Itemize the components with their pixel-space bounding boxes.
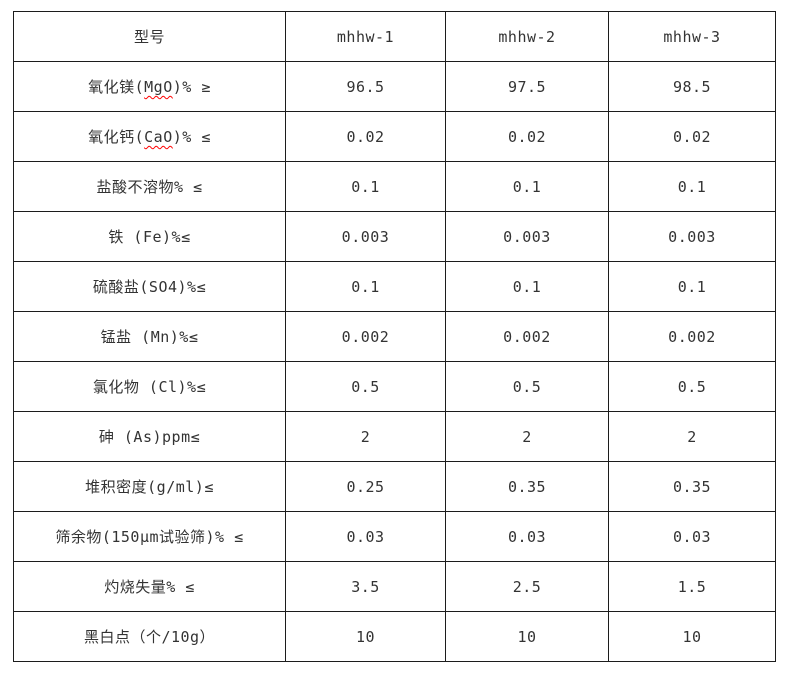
value-cell: 0.5 bbox=[445, 361, 609, 412]
value-cell: 10 bbox=[608, 611, 776, 662]
table-row: 灼烧失量% ≤3.5 2.5 1.5 bbox=[13, 561, 776, 612]
value-cell: 0.03 bbox=[608, 511, 776, 562]
row-label: 氯化物 (Cl)%≤ bbox=[13, 361, 286, 412]
value-cell: 0.5 bbox=[285, 361, 446, 412]
value-cell: 0.1 bbox=[608, 161, 776, 212]
value-cell: 0.02 bbox=[285, 111, 446, 162]
value-cell: 0.5 bbox=[608, 361, 776, 412]
row-label: 铁 (Fe)%≤ bbox=[13, 211, 286, 262]
header-model: 型号 bbox=[13, 11, 286, 62]
value-cell: 10 bbox=[445, 611, 609, 662]
value-cell: 2 bbox=[285, 411, 446, 462]
value-cell: 2.5 bbox=[445, 561, 609, 612]
spec-table-body: 氧化镁(MgO)% ≥96.5 97.5 98.5 氧化钙(CaO)% ≤0.02 0.… bbox=[13, 61, 776, 662]
row-label: 氧化钙(CaO)% ≤ bbox=[13, 111, 286, 162]
value-cell: 0.003 bbox=[608, 211, 776, 262]
value-cell: 0.003 bbox=[285, 211, 446, 262]
value-cell: 0.25 bbox=[285, 461, 446, 512]
row-label: 锰盐 (Mn)%≤ bbox=[13, 311, 286, 362]
value-cell: 96.5 bbox=[285, 61, 446, 112]
value-cell: 97.5 bbox=[445, 61, 609, 112]
header-mhhw-2: mhhw-2 bbox=[445, 11, 609, 62]
value-cell: 0.1 bbox=[285, 161, 446, 212]
value-cell: 0.02 bbox=[445, 111, 609, 162]
value-cell: 10 bbox=[285, 611, 446, 662]
header-mhhw-3: mhhw-3 bbox=[608, 11, 776, 62]
value-cell: 0.35 bbox=[445, 461, 609, 512]
value-cell: 2 bbox=[608, 411, 776, 462]
value-cell: 0.002 bbox=[285, 311, 446, 362]
table-row: 锰盐 (Mn)%≤ 0.002 0.002 0.002 bbox=[13, 311, 776, 362]
table-row: 氯化物 (Cl)%≤ 0.5 0.5 0.5 bbox=[13, 361, 776, 412]
value-cell: 0.1 bbox=[445, 261, 609, 312]
value-cell: 0.35 bbox=[608, 461, 776, 512]
value-cell: 3.5 bbox=[285, 561, 446, 612]
row-label: 硫酸盐(SO4)%≤ bbox=[13, 261, 286, 312]
table-row: 氧化钙(CaO)% ≤0.02 0.02 0.02 bbox=[13, 111, 776, 162]
value-cell: 0.1 bbox=[445, 161, 609, 212]
value-cell: 98.5 bbox=[608, 61, 776, 112]
value-cell: 0.1 bbox=[608, 261, 776, 312]
table-row: 堆积密度(g/ml)≤ 0.25 0.35 0.35 bbox=[13, 461, 776, 512]
table-row: 砷 (As)ppm≤ 2 2 2 bbox=[13, 411, 776, 462]
table-row: 盐酸不溶物% ≤0.1 0.1 0.1 bbox=[13, 161, 776, 212]
table-row: 氧化镁(MgO)% ≥96.5 97.5 98.5 bbox=[13, 61, 776, 112]
spellcheck-underlined-text: MgO bbox=[144, 78, 173, 96]
product-spec-table: 型号 mhhw-1 mhhw-2 mhhw-3 氧化镁(MgO)% ≥96.5 9… bbox=[13, 11, 776, 662]
value-cell: 0.002 bbox=[608, 311, 776, 362]
header-mhhw-1: mhhw-1 bbox=[285, 11, 446, 62]
table-row: 筛余物(150μm试验筛)% ≤0.03 0.03 0.03 bbox=[13, 511, 776, 562]
row-label: 筛余物(150μm试验筛)% ≤ bbox=[13, 511, 286, 562]
row-label: 灼烧失量% ≤ bbox=[13, 561, 286, 612]
spellcheck-underlined-text: CaO bbox=[144, 128, 173, 146]
row-label: 氧化镁(MgO)% ≥ bbox=[13, 61, 286, 112]
row-label: 盐酸不溶物% ≤ bbox=[13, 161, 286, 212]
value-cell: 0.03 bbox=[285, 511, 446, 562]
value-cell: 0.1 bbox=[285, 261, 446, 312]
row-label: 黑白点（个/10g） bbox=[13, 611, 286, 662]
value-cell: 0.003 bbox=[445, 211, 609, 262]
value-cell: 0.002 bbox=[445, 311, 609, 362]
value-cell: 0.02 bbox=[608, 111, 776, 162]
value-cell: 1.5 bbox=[608, 561, 776, 612]
table-row: 铁 (Fe)%≤ 0.003 0.003 0.003 bbox=[13, 211, 776, 262]
value-cell: 0.03 bbox=[445, 511, 609, 562]
row-label: 砷 (As)ppm≤ bbox=[13, 411, 286, 462]
value-cell: 2 bbox=[445, 411, 609, 462]
row-label: 堆积密度(g/ml)≤ bbox=[13, 461, 286, 512]
table-header-row: 型号 mhhw-1 mhhw-2 mhhw-3 bbox=[13, 11, 776, 62]
table-row: 黑白点（个/10g） 10 10 10 bbox=[13, 611, 776, 662]
table-row: 硫酸盐(SO4)%≤ 0.1 0.1 0.1 bbox=[13, 261, 776, 312]
